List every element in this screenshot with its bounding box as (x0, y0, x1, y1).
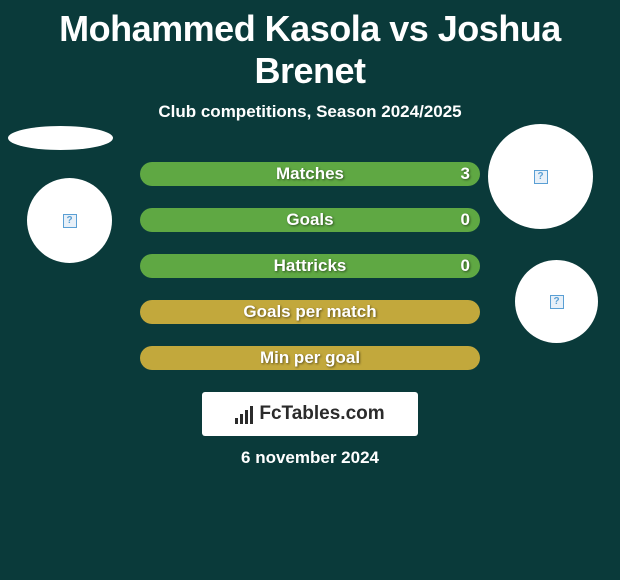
avatar-circle-right-top: ? (488, 124, 593, 229)
stat-label: Goals (286, 210, 333, 230)
stat-bar-goals-per-match: Goals per match (140, 300, 480, 324)
stats-bars: Matches 3 Goals 0 Hattricks 0 Goals per … (140, 162, 480, 370)
avatar-circle-left: ? (27, 178, 112, 263)
image-placeholder-icon: ? (63, 214, 77, 228)
stat-bar-matches: Matches 3 (140, 162, 480, 186)
watermark: FcTables.com (202, 392, 418, 436)
stat-label: Matches (276, 164, 344, 184)
stat-value: 3 (461, 164, 470, 184)
page-title: Mohammed Kasola vs Joshua Brenet (0, 0, 620, 92)
avatar-circle-right-bottom: ? (515, 260, 598, 343)
stat-bar-goals: Goals 0 (140, 208, 480, 232)
left-ellipse-shape (8, 126, 113, 150)
stat-label: Goals per match (243, 302, 376, 322)
stat-label: Min per goal (260, 348, 360, 368)
stat-bar-min-per-goal: Min per goal (140, 346, 480, 370)
stat-bar-hattricks: Hattricks 0 (140, 254, 480, 278)
stat-value: 0 (461, 256, 470, 276)
stat-label: Hattricks (274, 256, 347, 276)
bar-chart-icon (235, 404, 253, 424)
image-placeholder-icon: ? (550, 295, 564, 309)
image-placeholder-icon: ? (534, 170, 548, 184)
subtitle: Club competitions, Season 2024/2025 (0, 102, 620, 122)
stat-value: 0 (461, 210, 470, 230)
watermark-text: FcTables.com (259, 403, 384, 425)
date-text: 6 november 2024 (0, 448, 620, 468)
